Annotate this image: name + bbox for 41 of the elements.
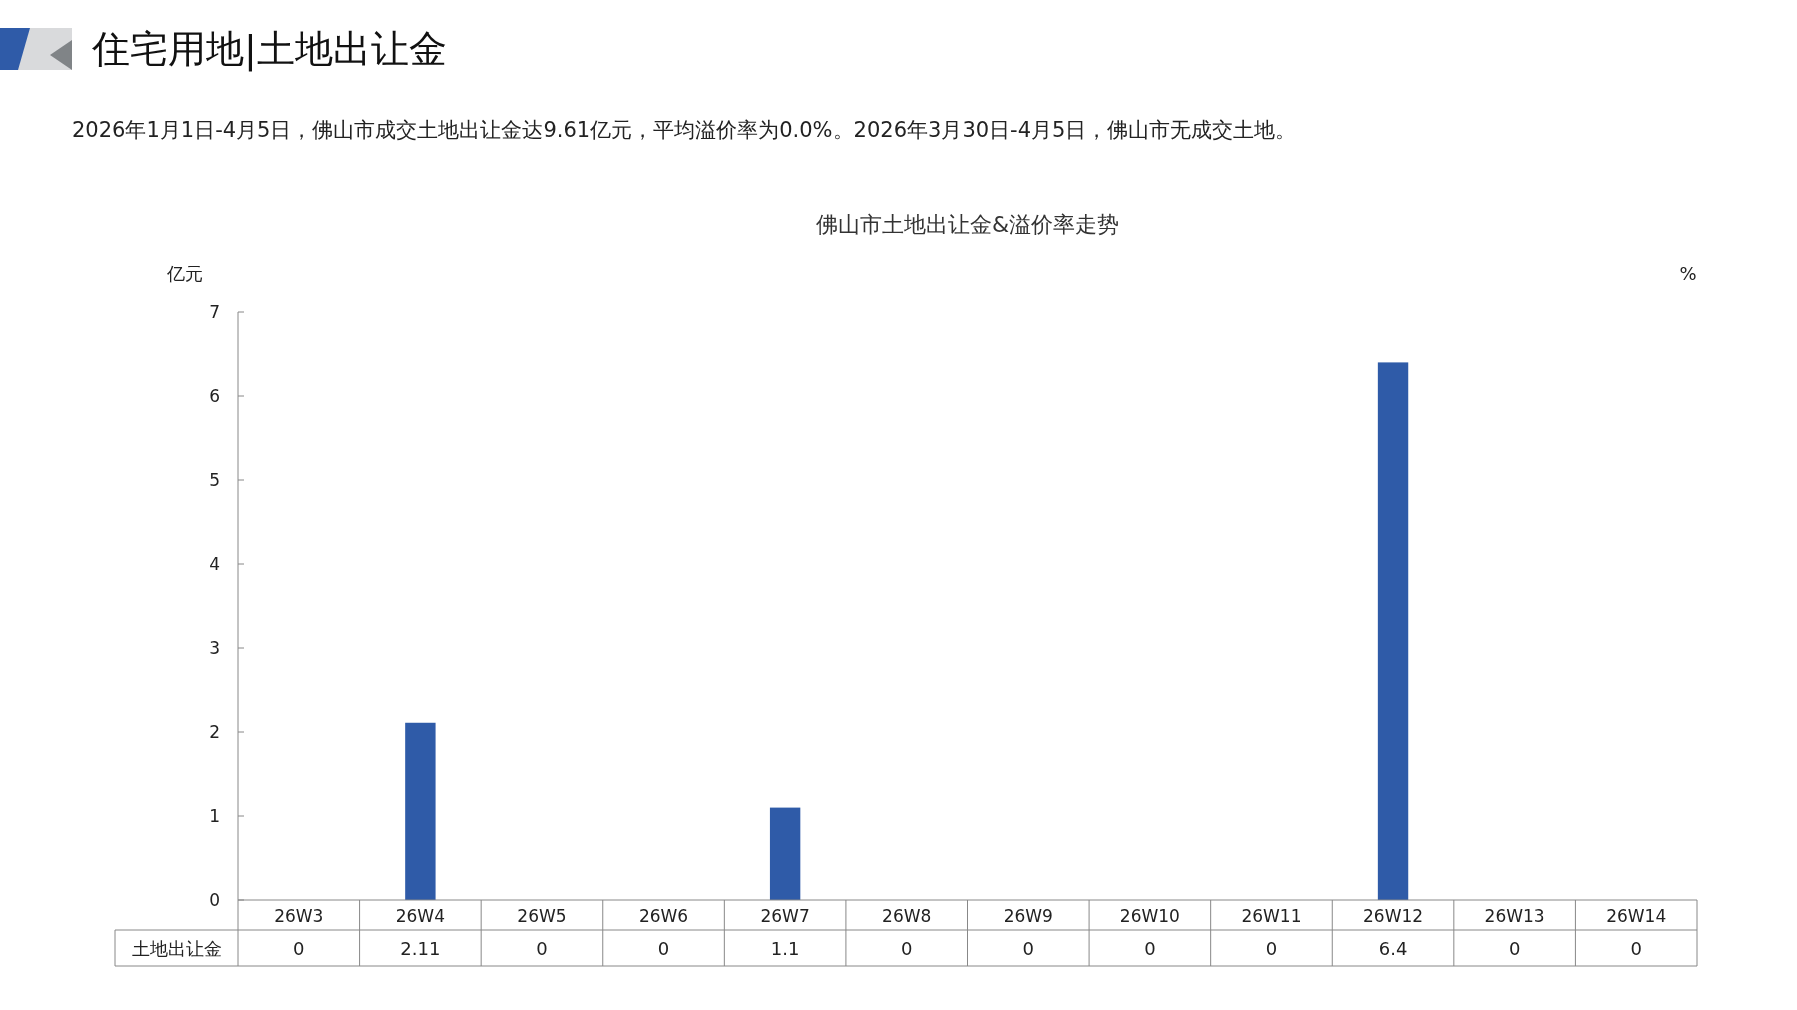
x-tick-label: 26W4 bbox=[395, 906, 446, 926]
data-label: 0 bbox=[536, 938, 548, 959]
x-tick-label: 26W9 bbox=[1003, 906, 1053, 926]
x-tick-label: 26W5 bbox=[517, 906, 567, 926]
x-tick-label: 26W12 bbox=[1363, 906, 1424, 926]
text: 住宅用地|土地出让金 bbox=[91, 27, 447, 72]
data-label: 0 bbox=[1144, 938, 1156, 959]
data-label: 1.1 bbox=[770, 938, 800, 959]
y-tick-label: 5 bbox=[209, 470, 220, 490]
y-tick-label: 2 bbox=[209, 722, 220, 742]
data-label: 0 bbox=[1265, 938, 1278, 959]
x-tick-label: 26W10 bbox=[1119, 906, 1180, 926]
y-axis-title: 亿元 bbox=[166, 263, 203, 284]
data-label: 0 bbox=[657, 938, 670, 959]
x-tick-label: 26W8 bbox=[882, 906, 932, 926]
y2-axis-title: % bbox=[1679, 263, 1697, 284]
text: 2026年1月1日-4月5日，佛山市成交土地出让金达9.61亿元，平均溢价率为0.0%。2026年3月30日-4月5日，佛山市无成交土地。 bbox=[72, 118, 1297, 142]
bar bbox=[769, 807, 801, 900]
x-tick-label: 26W13 bbox=[1484, 906, 1545, 926]
x-tick-label: 26W11 bbox=[1241, 906, 1302, 926]
x-tick-label: 26W14 bbox=[1606, 906, 1667, 926]
data-label: 6.4 bbox=[1378, 938, 1408, 959]
data-label: 0 bbox=[1630, 938, 1642, 959]
y-tick-label: 4 bbox=[209, 554, 220, 574]
y-tick-label: 3 bbox=[209, 638, 220, 658]
text: 土地出让金 bbox=[131, 938, 222, 959]
chart-title: 佛山市土地出让金&溢价率走势 bbox=[815, 212, 1120, 237]
x-tick-label: 26W3 bbox=[274, 906, 324, 926]
y-tick-label: 6 bbox=[209, 386, 220, 406]
data-label: 0 bbox=[900, 938, 913, 959]
x-tick-label: 26W6 bbox=[638, 906, 689, 926]
data-label: 0 bbox=[1022, 938, 1035, 959]
data-label: 0 bbox=[1508, 938, 1521, 959]
y-tick-label: 0 bbox=[209, 890, 220, 910]
bar bbox=[1377, 362, 1409, 900]
bar bbox=[405, 722, 436, 900]
data-label: 2.11 bbox=[400, 938, 441, 959]
x-tick-label: 26W7 bbox=[760, 906, 810, 926]
y-tick-label: 7 bbox=[209, 302, 220, 322]
data-label: 0 bbox=[293, 938, 305, 959]
y-tick-label: 1 bbox=[209, 806, 220, 826]
